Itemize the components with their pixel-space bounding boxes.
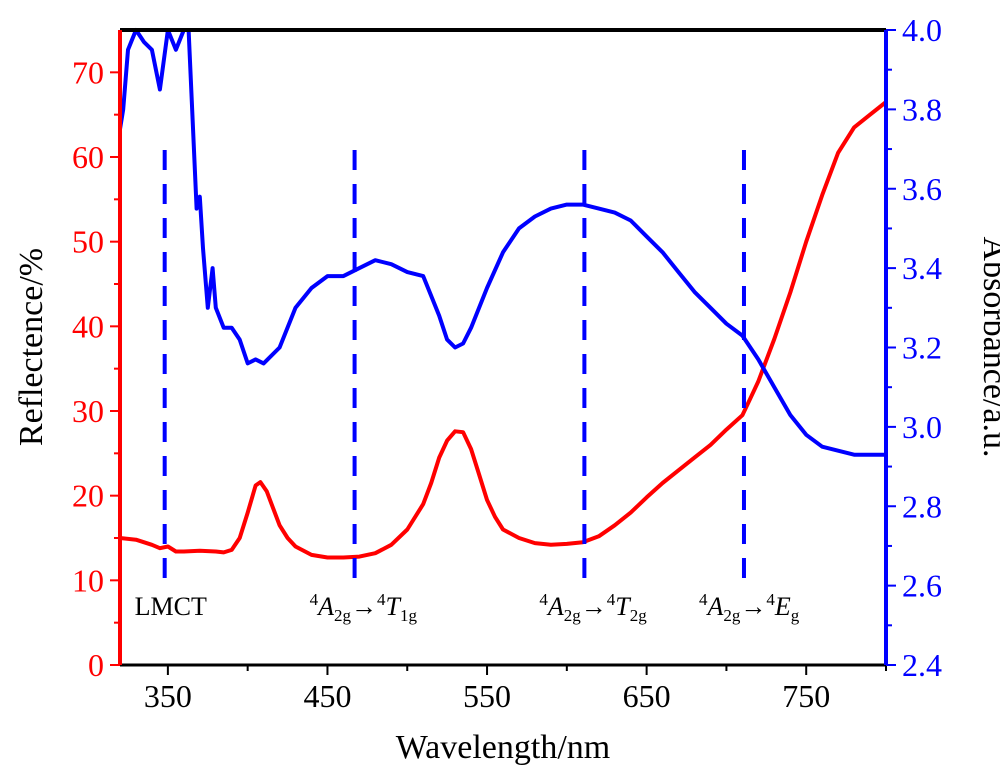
x-axis-title: Wavelength/nm xyxy=(396,729,610,766)
left-y-axis-title: Reflectence/% xyxy=(13,248,50,446)
series-layer xyxy=(118,28,888,560)
left-y-tick-label: 10 xyxy=(72,562,104,598)
absorbance-line xyxy=(118,28,886,457)
x-tick-label: 350 xyxy=(144,678,192,714)
transition-label: 4A2g→4T1g xyxy=(310,590,418,625)
left-y-tick-label: 30 xyxy=(72,393,104,429)
x-tick-label: 450 xyxy=(303,678,351,714)
transition-label: 4A2g→4T2g xyxy=(539,590,647,625)
right-y-tick-label: 2.6 xyxy=(902,568,942,604)
x-tick-label: 550 xyxy=(463,678,511,714)
left-y-tick-label: 40 xyxy=(72,308,104,344)
axes xyxy=(110,28,896,675)
left-y-tick-label: 50 xyxy=(72,224,104,260)
right-y-tick-label: 2.8 xyxy=(902,488,942,524)
left-y-tick-label: 0 xyxy=(88,647,104,683)
transition-markers xyxy=(162,150,746,580)
right-y-tick-label: 2.4 xyxy=(902,647,942,683)
right-y-tick-label: 3.8 xyxy=(902,91,942,127)
left-y-tick-label: 20 xyxy=(72,478,104,514)
x-tick-label: 650 xyxy=(623,678,671,714)
right-y-tick-label: 3.6 xyxy=(902,171,942,207)
left-y-tick-label: 60 xyxy=(72,139,104,175)
reflectance-line xyxy=(119,100,888,560)
transition-label: LMCT xyxy=(135,592,207,621)
right-y-tick-label: 4.0 xyxy=(902,12,942,48)
x-tick-label: 750 xyxy=(782,678,830,714)
left-y-tick-label: 70 xyxy=(72,54,104,90)
labels: LMCT 4A2g→4T1g 4A2g→4T2g 4A2g→4Eg 350 450 550 6… xyxy=(72,12,942,714)
right-y-axis-title: Absorbance/a.u. xyxy=(976,237,1000,458)
transition-label: 4A2g→4Eg xyxy=(699,590,800,625)
right-y-tick-label: 3.2 xyxy=(902,330,942,366)
right-y-tick-label: 3.0 xyxy=(902,409,942,445)
right-y-tick-label: 3.4 xyxy=(902,250,942,286)
